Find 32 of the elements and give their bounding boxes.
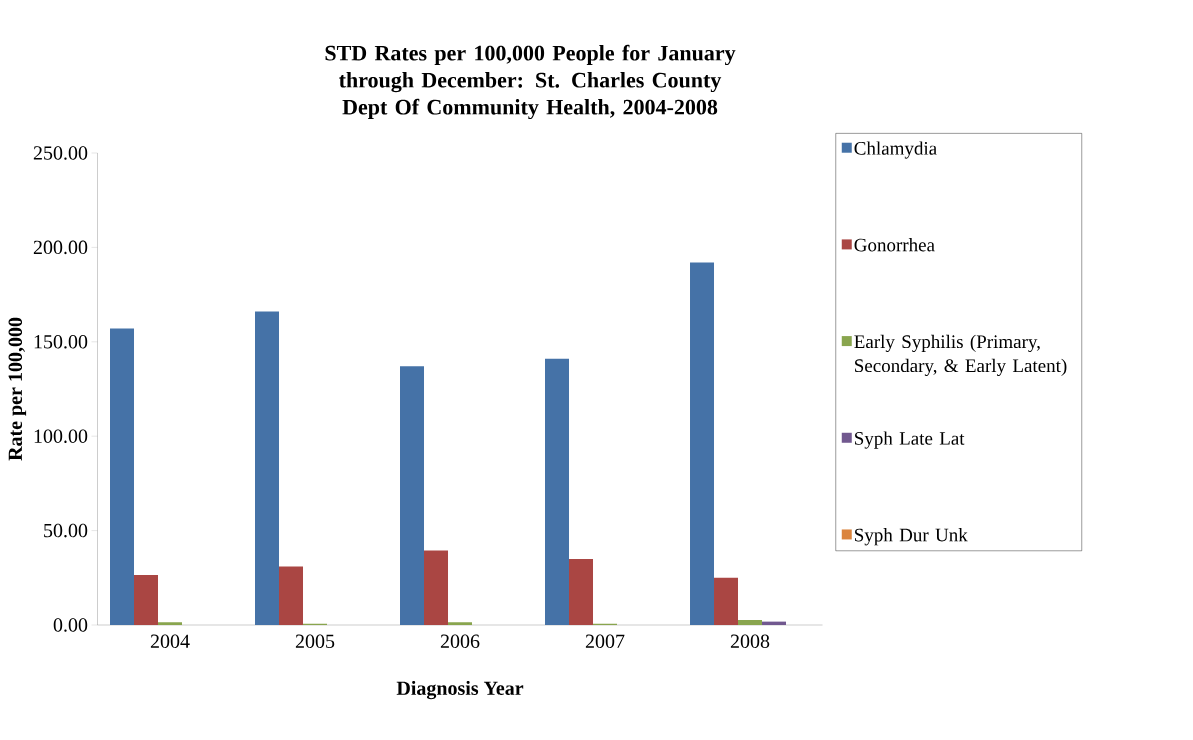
bar (448, 622, 473, 625)
x-tick-label: 2007 (585, 634, 625, 649)
bar (110, 328, 134, 625)
y-tick-label: 50.00 (44, 523, 88, 538)
bar (569, 558, 594, 625)
bar (690, 262, 715, 625)
bar (424, 550, 449, 625)
y-axis-title: Rate per 100,000 (8, 317, 27, 461)
y-tick-label: 200.00 (33, 240, 88, 255)
bar (738, 620, 763, 625)
bar (714, 577, 739, 625)
legend-label: Gonorrhea (854, 238, 935, 252)
bar (158, 622, 182, 625)
y-tick-label: 100.00 (34, 429, 88, 443)
y-tick-label: 0.00 (53, 618, 88, 632)
legend-label: Chlamydia (854, 141, 937, 159)
chart-title: STD Rates per 100,000 People for January through December: St. Charles County Dept Of Community Health, 2004-2008 (325, 44, 736, 120)
legend-label: Early Syphilis (Primary, Secondary, & Early Latent) (854, 334, 1067, 377)
y-tick-label: 250.00 (33, 146, 88, 160)
bar (279, 566, 304, 625)
x-tick-label: 2008 (730, 634, 770, 649)
x-tick-label: 2006 (440, 634, 480, 649)
bar (255, 311, 280, 625)
legend-label: Syph Dur Unk (855, 528, 968, 546)
bar (134, 574, 158, 625)
x-tick-label: 2004 (150, 634, 190, 649)
x-axis-title: Diagnosis Year (396, 680, 524, 700)
legend-label: Syph Late Lat (855, 431, 965, 449)
x-tick-label: 2005 (295, 634, 335, 649)
y-tick-label: 150.00 (34, 335, 88, 349)
bar (545, 358, 570, 625)
bar (400, 366, 424, 625)
